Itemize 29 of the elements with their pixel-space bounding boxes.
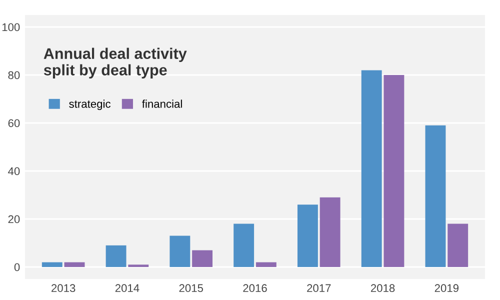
y-tick-label: 20 xyxy=(8,215,20,224)
legend-label: financial xyxy=(142,100,182,108)
bar xyxy=(448,224,468,267)
x-tick-label: 2013 xyxy=(52,284,76,292)
bar xyxy=(64,262,85,267)
bar xyxy=(256,262,276,267)
bar xyxy=(192,250,213,267)
bar xyxy=(297,204,318,267)
x-tick-label: 2017 xyxy=(307,284,331,292)
y-tick-label: 60 xyxy=(8,119,20,128)
bar xyxy=(106,245,126,267)
bar xyxy=(42,262,62,267)
bar xyxy=(170,236,190,267)
x-tick-label: 2016 xyxy=(243,284,267,292)
x-tick-label: 2018 xyxy=(370,284,395,292)
y-tick-label: 80 xyxy=(8,71,20,80)
text: Annual deal activity split by deal type xyxy=(44,48,187,78)
y-tick-label: 100 xyxy=(2,23,20,32)
legend-label: strategic xyxy=(69,100,110,110)
x-tick-label: 2014 xyxy=(115,284,140,292)
bar xyxy=(234,224,254,267)
bar xyxy=(384,75,404,267)
x-tick-label: 2015 xyxy=(179,284,204,292)
y-tick-label: 0 xyxy=(14,263,20,272)
bar xyxy=(320,197,340,267)
bar xyxy=(425,125,446,267)
bar xyxy=(361,70,382,267)
y-tick-label: 40 xyxy=(8,167,20,176)
x-tick-label: 2019 xyxy=(434,284,458,292)
